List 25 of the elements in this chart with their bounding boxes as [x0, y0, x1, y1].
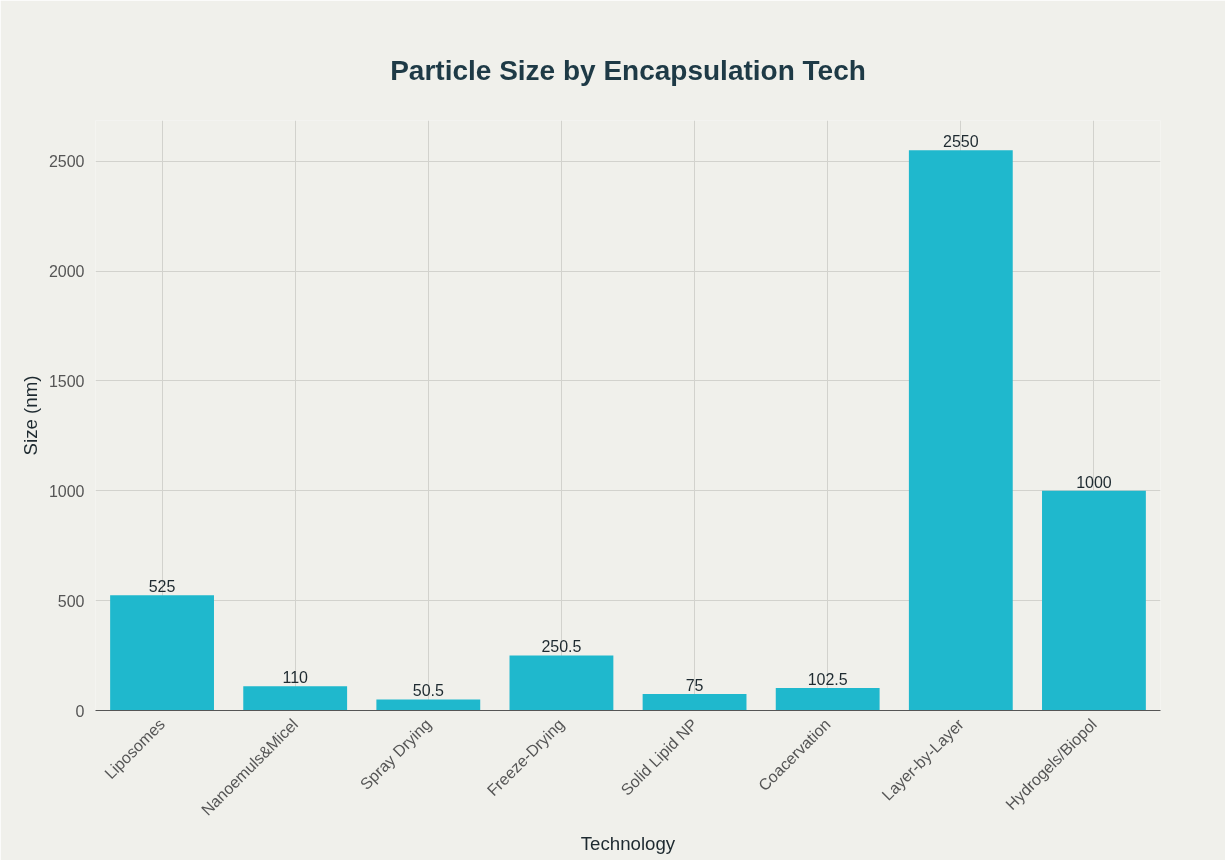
bar [908, 150, 1013, 711]
data-label: 110 [282, 669, 309, 687]
y-tick-label: 1500 [48, 372, 85, 390]
data-label: 250.5 [541, 638, 582, 656]
data-label: 2550 [943, 133, 979, 151]
bar [642, 694, 747, 711]
data-label: 1000 [1076, 473, 1112, 491]
y-tick-label: 1000 [48, 482, 85, 500]
y-tick-label: 0 [75, 702, 85, 720]
y-tick-label: 2000 [48, 263, 85, 281]
data-label: 525 [148, 578, 176, 596]
data-label: 102.5 [807, 670, 848, 688]
data-label: 75 [685, 677, 704, 695]
data-label: 50.5 [412, 682, 444, 700]
bar [243, 686, 348, 711]
bar [376, 699, 481, 711]
y-tick-label: 500 [57, 592, 85, 610]
bar [1042, 490, 1146, 711]
y-axis-title: Size (nm) [19, 375, 41, 456]
bar [110, 595, 214, 711]
bar [775, 687, 880, 711]
y-tick-label: 2500 [48, 153, 85, 171]
chart-title: Particle Size by Encapsulation Tech [390, 54, 866, 86]
x-axis-title: Technology [580, 832, 676, 854]
bar [509, 655, 614, 711]
